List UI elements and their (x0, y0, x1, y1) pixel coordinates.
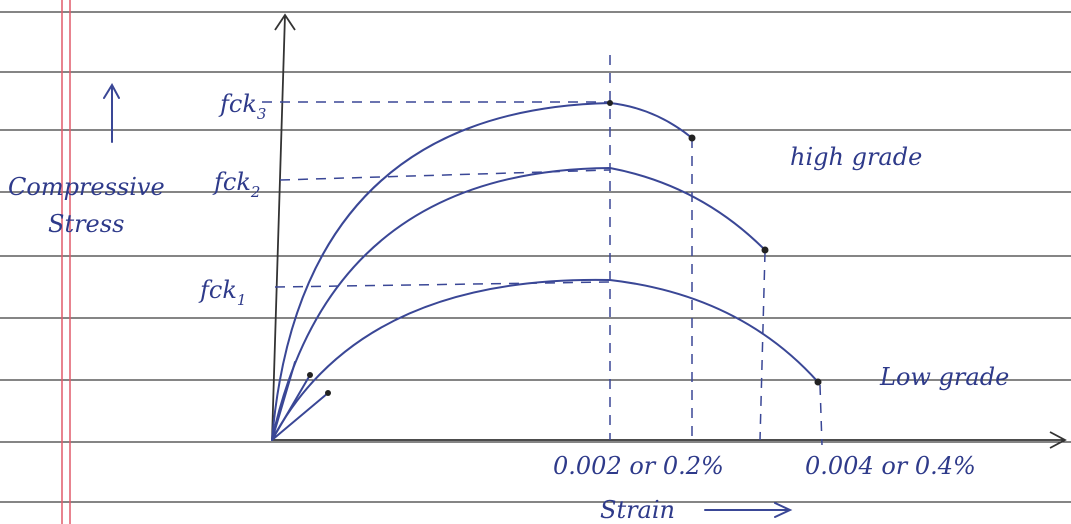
curve-label: high grade (790, 143, 922, 171)
strain-arrow (705, 503, 790, 517)
y-axis-label: Compressive (8, 173, 165, 201)
guide-line (275, 282, 610, 287)
curve-low (272, 280, 818, 440)
diagram: fck3 fck2 fck1 Compressive Stress high g… (0, 0, 1071, 524)
label-subscript: 2 (250, 183, 261, 201)
curve-mid (272, 168, 765, 440)
end-point (815, 379, 822, 386)
label-subscript: 1 (237, 291, 247, 309)
curve-label: Low grade (879, 363, 1009, 391)
guides (262, 55, 822, 445)
curves (272, 100, 822, 440)
labels: fck3 fck2 fck1 Compressive Stress high g… (8, 85, 1009, 524)
y-axis-label: Stress (48, 210, 124, 238)
stress-label: fck2 (212, 168, 260, 201)
strain-label: 0.004 or 0.4% (805, 452, 976, 480)
point (325, 390, 331, 396)
stress-label: fck1 (198, 276, 246, 309)
label-subscript: 3 (257, 105, 267, 123)
x-axis-label: Strain (600, 496, 675, 524)
peak-point (607, 100, 613, 106)
end-point (762, 247, 769, 254)
stress-label: fck3 (218, 90, 266, 123)
curve-high (272, 103, 692, 440)
strain-label: 0.002 or 0.2% (553, 452, 724, 480)
stress-arrow (104, 85, 119, 142)
point (307, 372, 313, 378)
label-base: fck (212, 168, 251, 196)
end-point (689, 135, 696, 142)
label-base: fck (198, 276, 237, 304)
x-axis (272, 432, 1065, 448)
guide-line (760, 252, 765, 440)
label-base: fck (218, 90, 257, 118)
guide-line (820, 385, 822, 445)
notebook-rules (0, 0, 1071, 524)
